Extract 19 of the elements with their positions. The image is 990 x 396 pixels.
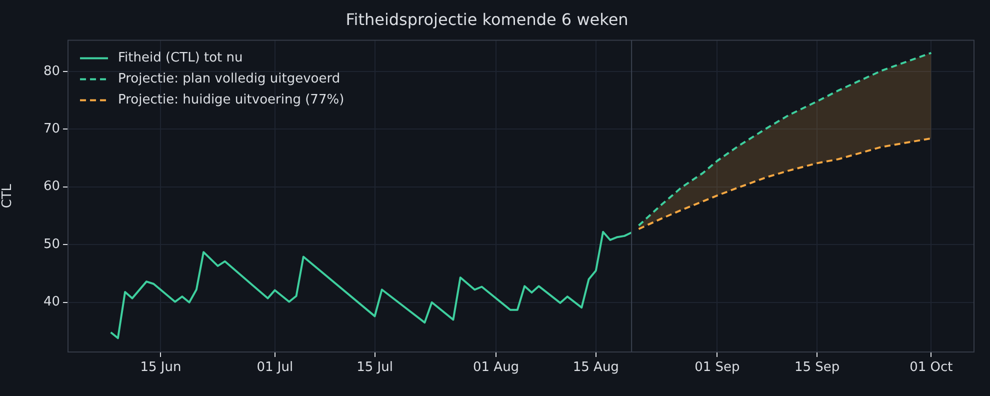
x-tick-label: 15 Sep (794, 360, 840, 376)
legend-label: Projectie: plan volledig uitgevoerd (118, 72, 340, 87)
y-tick-label: 70 (43, 121, 60, 136)
x-tick-label: 01 Aug (473, 360, 520, 376)
y-axis-title: CTL (0, 183, 16, 208)
x-tick-label: 01 Jul (256, 360, 294, 376)
x-tick-label: 15 Aug (572, 360, 619, 376)
x-tick-label: 15 Jul (356, 360, 393, 376)
y-tick-label: 80 (43, 64, 60, 79)
y-tick-label: 50 (43, 236, 60, 252)
legend-label: Projectie: huidige uitvoering (77%) (118, 92, 344, 108)
y-tick-label: 40 (43, 294, 60, 310)
legend-label: Fitheid (CTL) tot nu (118, 50, 243, 66)
x-tick-label: 01 Sep (694, 360, 740, 376)
y-tick-label: 60 (43, 179, 60, 194)
x-tick-label: 15 Jun (140, 360, 182, 376)
chart-title: Fitheidsprojectie komende 6 weken (346, 10, 628, 29)
line-series (638, 137, 932, 230)
x-tick-label: 01 Oct (910, 360, 953, 376)
